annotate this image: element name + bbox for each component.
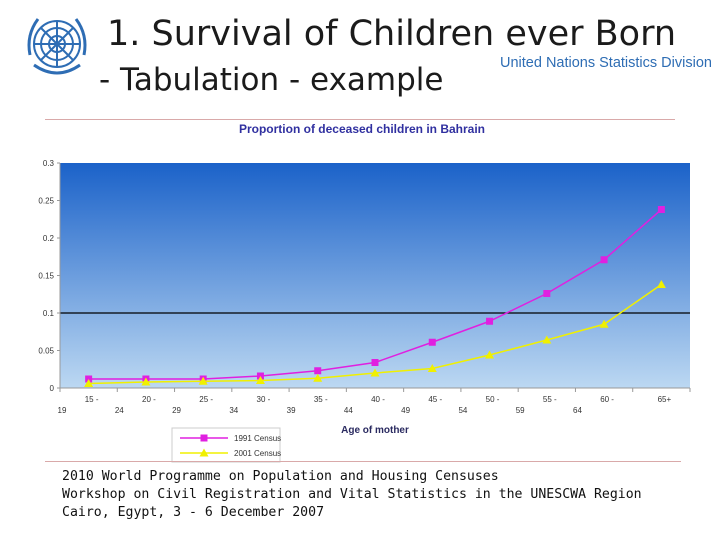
legend-box (171, 427, 281, 463)
data-point-1991-census (657, 206, 665, 213)
chart-title: Proportion of deceased children in Bahra… (239, 122, 485, 136)
x-tick-label: 39 (287, 406, 296, 415)
un-emblem-icon (22, 11, 92, 81)
x-tick-label: 20 - (142, 395, 156, 404)
data-point-2001-census (255, 376, 265, 384)
x-tick-label: 34 (229, 406, 238, 415)
legend-marker-1991-census (200, 434, 208, 442)
data-point-1991-census (371, 359, 379, 366)
data-point-2001-census (485, 350, 495, 359)
data-point-2001-census (313, 373, 323, 382)
top-divider (45, 119, 675, 120)
x-tick-label: 30 - (257, 395, 271, 404)
y-tick-label: 0.25 (38, 197, 54, 206)
x-tick-label: 50 - (486, 395, 500, 404)
data-point-2001-census (542, 335, 552, 344)
x-axis-label: Age of mother (341, 425, 409, 436)
data-point-1991-census (543, 290, 551, 297)
data-point-1991-census (314, 367, 322, 375)
legend-label-1991-census: 1991 Census (234, 434, 281, 443)
x-tick-label: 19 (58, 406, 67, 415)
data-point-2001-census (656, 280, 666, 288)
x-tick-label: 55 - (543, 395, 557, 404)
y-tick-label: 0.3 (43, 159, 55, 168)
x-tick-label: 24 (115, 406, 124, 415)
x-tick-label: 25 - (199, 395, 213, 404)
footer-line-2: Workshop on Civil Registration and Vital… (62, 487, 642, 502)
data-point-2001-census (198, 376, 208, 385)
x-tick-label: 45 - (428, 395, 442, 404)
footer-line-1: 2010 World Programme on Population and H… (62, 469, 499, 484)
footer-line-3: Cairo, Egypt, 3 - 6 December 2007 (62, 505, 325, 520)
x-tick-label: 49 (401, 406, 410, 415)
x-tick-label: 60 - (600, 395, 614, 404)
x-tick-label: 35 - (314, 395, 328, 404)
legend-marker-2001-census (199, 448, 209, 457)
x-tick-label: 40 - (371, 395, 385, 404)
y-tick-label: 0.1 (43, 309, 55, 318)
x-tick-label: 59 (516, 406, 525, 415)
slide-title-line-2: - Tabulation - example (99, 62, 444, 98)
data-point-1991-census (428, 338, 436, 346)
plot-area (60, 163, 690, 388)
deceased-children-line-chart: Proportion of deceased children in Bahra… (38, 122, 691, 463)
y-tick-label: 0 (50, 384, 55, 393)
data-point-2001-census (84, 379, 94, 387)
x-tick-label: 54 (458, 406, 467, 415)
data-point-2001-census (599, 319, 609, 328)
data-point-2001-census (141, 377, 151, 386)
x-tick-label: 15 - (85, 395, 99, 404)
y-tick-label: 0.2 (43, 234, 55, 243)
legend-label-2001-census: 2001 Census (234, 449, 281, 458)
x-tick-label: 65+ (658, 395, 672, 404)
data-point-1991-census (486, 317, 494, 325)
y-tick-label: 0.05 (38, 347, 54, 356)
y-tick-label: 0.15 (38, 272, 54, 281)
data-point-1991-census (600, 256, 608, 264)
data-point-2001-census (370, 368, 380, 377)
slide-title-line-1: 1. Survival of Children ever Born (107, 14, 677, 54)
x-tick-label: 64 (573, 406, 582, 415)
x-tick-label: 29 (172, 406, 181, 415)
x-tick-label: 44 (344, 406, 353, 415)
organization-name: United Nations Statistics Division (500, 55, 712, 71)
bottom-divider (45, 461, 681, 462)
data-point-2001-census (427, 364, 437, 372)
footer-text: 2010 World Programme on Population and H… (62, 468, 642, 522)
